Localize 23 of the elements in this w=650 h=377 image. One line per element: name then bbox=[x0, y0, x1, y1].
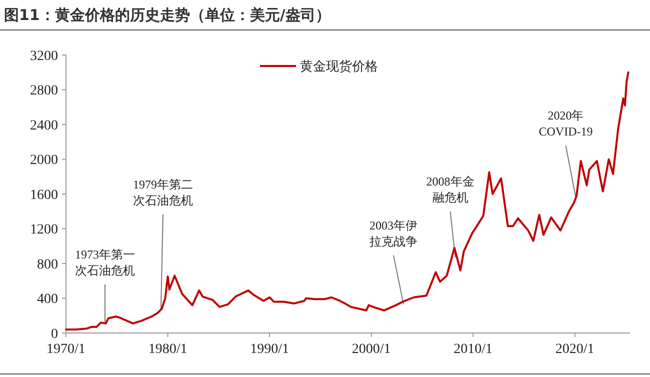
x-tick-label: 1990/1 bbox=[250, 342, 290, 357]
x-tick-label: 1980/1 bbox=[148, 342, 188, 357]
y-tick-label: 2400 bbox=[30, 118, 58, 134]
y-tick-label: 0 bbox=[51, 326, 58, 342]
x-tick-label: 2000/1 bbox=[352, 342, 391, 357]
y-tick-label: 2000 bbox=[30, 153, 58, 168]
x-tick-label: 2010/1 bbox=[454, 342, 493, 357]
y-tick-label: 3200 bbox=[30, 48, 58, 64]
x-tick-label: 1970/1 bbox=[46, 342, 86, 357]
y-tick-label: 800 bbox=[37, 257, 58, 272]
chart-title: 图11：黄金价格的历史走势（单位：美元/盎司） bbox=[4, 6, 330, 24]
y-tick-label: 1200 bbox=[30, 222, 58, 238]
annotation: 1979年第二次石油危机 bbox=[132, 177, 193, 208]
annotation: 2008年金融危机 bbox=[426, 174, 474, 204]
annotation: 2020年 COVID-19 bbox=[538, 108, 593, 138]
y-tick-label: 1600 bbox=[30, 188, 58, 203]
x-tick-label: 2020/1 bbox=[555, 342, 594, 357]
line-series bbox=[65, 71, 630, 331]
annotation: 2003年伊拉克战争 bbox=[370, 218, 418, 248]
legend-label: 黄金现货价格 bbox=[300, 60, 378, 75]
annotation: 1973年第一次石油危机 bbox=[75, 247, 136, 278]
y-tick-label: 2800 bbox=[30, 84, 58, 99]
y-tick-label: 400 bbox=[37, 292, 58, 308]
